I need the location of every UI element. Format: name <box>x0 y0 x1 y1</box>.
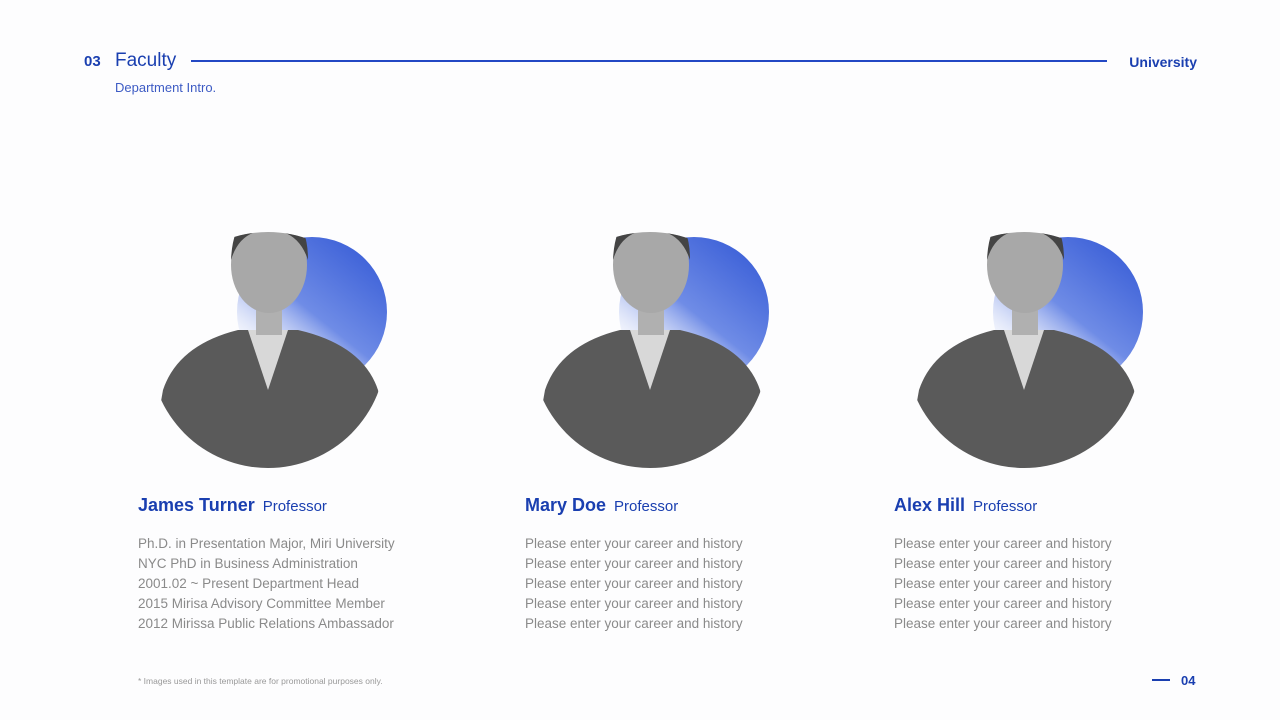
career-item: Ph.D. in Presentation Major, Miri Univer… <box>138 536 395 551</box>
faculty-role: Professor <box>614 498 679 515</box>
page-title: Faculty <box>115 50 177 71</box>
brand-label: University <box>1129 54 1197 70</box>
faculty-name-row: Alex Hill Professor <box>894 495 1037 516</box>
footnote: * Images used in this template are for p… <box>138 676 383 686</box>
faculty-name: Mary Doe <box>525 495 607 515</box>
career-item: Please enter your career and history <box>894 576 1112 591</box>
person-photo <box>532 232 768 468</box>
career-list: Ph.D. in Presentation Major, Miri Univer… <box>138 534 395 634</box>
faculty-card: Mary Doe Professor Please enter your care… <box>525 190 855 631</box>
career-item: Please enter your career and history <box>894 556 1112 571</box>
faculty-role: Professor <box>262 498 327 515</box>
career-item: Please enter your career and history <box>525 556 743 571</box>
career-item: Please enter your career and history <box>525 576 743 591</box>
career-item: Please enter your career and history <box>525 536 743 551</box>
header-divider <box>191 60 1107 62</box>
career-item: 2012 Mirissa Public Relations Ambassador <box>138 616 394 631</box>
faculty-name: James Turner <box>138 495 255 515</box>
faculty-name-row: James Turner Professor <box>138 495 327 516</box>
career-item: NYC PhD in Business Administration <box>138 556 358 571</box>
career-item: 2015 Mirisa Advisory Committee Member <box>138 596 385 611</box>
page-subtitle: Department Intro. <box>115 80 217 95</box>
faculty-portrait <box>150 232 387 468</box>
faculty-name: Alex Hill <box>894 495 966 515</box>
career-item: Please enter your career and history <box>894 596 1112 611</box>
faculty-card: Alex Hill Professor Please enter your car… <box>894 190 1224 631</box>
page-number: 04 <box>1181 673 1196 688</box>
faculty-portrait <box>532 232 769 468</box>
career-item: Please enter your career and history <box>525 616 743 631</box>
page-number-dash <box>1152 679 1170 681</box>
career-item: Please enter your career and history <box>894 616 1112 631</box>
section-number: 03 <box>84 53 101 70</box>
person-photo <box>150 232 386 468</box>
career-item: 2001.02 ~ Present Department Head <box>138 576 360 591</box>
person-photo <box>906 232 1142 468</box>
faculty-portrait <box>906 232 1143 468</box>
career-item: Please enter your career and history <box>894 536 1112 551</box>
career-item: Please enter your career and history <box>525 596 743 611</box>
career-list: Please enter your career and history Plea… <box>525 534 743 634</box>
faculty-name-row: Mary Doe Professor <box>525 495 678 516</box>
career-list: Please enter your career and history Plea… <box>894 534 1112 634</box>
faculty-card: James Turner Professor Ph.D. in Presentat… <box>138 190 468 631</box>
faculty-role: Professor <box>973 498 1038 515</box>
